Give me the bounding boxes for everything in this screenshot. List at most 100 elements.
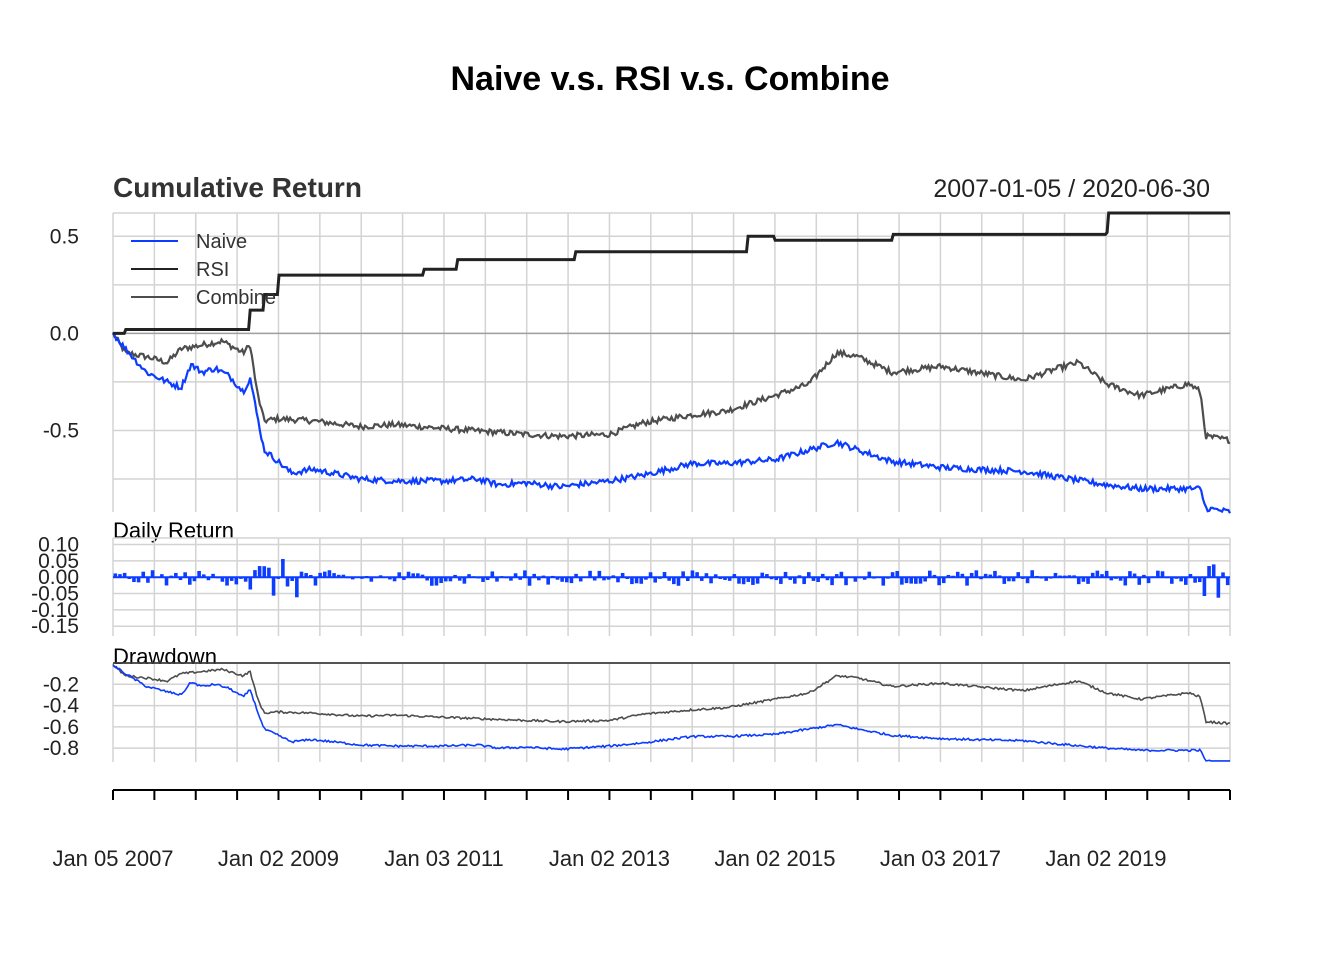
daily-return-bar (285, 577, 290, 587)
daily-return-bar (518, 577, 523, 580)
daily-return-bar (136, 577, 141, 583)
x-tick-label: Jan 03 2017 (880, 846, 1001, 871)
daily-return-bar (746, 577, 751, 582)
date-range: 2007-01-05 / 2020-06-30 (933, 175, 1210, 203)
daily-return-bar (1170, 577, 1174, 584)
x-tick-label: Jan 05 2007 (52, 846, 173, 871)
daily-return-bar (983, 573, 988, 578)
daily-return-bar (229, 577, 234, 581)
drawdown-line-combine (112, 663, 1230, 726)
daily-return-bar (555, 577, 560, 580)
daily-return-bar (779, 577, 783, 584)
daily-return-bar (932, 574, 937, 578)
daily-return-bar (914, 577, 918, 584)
daily-return-bar (834, 574, 839, 578)
daily-return-bar (904, 577, 909, 584)
x-tick-label: Jan 02 2019 (1045, 846, 1166, 871)
daily-return-bar (448, 577, 453, 582)
y-tick-label: 0.0 (50, 322, 79, 345)
daily-return-bar (1179, 577, 1183, 582)
x-tick-label: Jan 03 2011 (384, 846, 503, 871)
y-tick-label: -0.8 (43, 737, 79, 760)
daily-return-bar (816, 577, 820, 582)
y-tick-label: -0.4 (43, 695, 80, 718)
daily-return-bar (1090, 572, 1095, 578)
daily-return-bar (513, 573, 518, 578)
daily-return-bar (141, 571, 146, 578)
daily-return-bar (146, 577, 150, 583)
daily-return-bar (662, 572, 667, 578)
series-line-naive (112, 332, 1231, 514)
daily-return-bar (332, 573, 336, 578)
daily-return-bar (844, 577, 848, 586)
daily-return-bar (234, 577, 239, 585)
daily-return-bar (1109, 577, 1114, 581)
daily-return-bar (853, 577, 858, 582)
daily-return-bar (765, 574, 769, 578)
daily-return-bar (690, 570, 695, 578)
daily-return-bar (299, 571, 304, 578)
daily-return-bar (416, 573, 420, 578)
daily-return-bar (1160, 571, 1165, 578)
daily-return-bar (388, 577, 392, 580)
daily-return-bar (1137, 577, 1142, 585)
daily-return-bar (243, 577, 248, 582)
daily-return-bar (1030, 570, 1034, 578)
legend-label-rsi: RSI (196, 259, 229, 281)
daily-return-bar (709, 577, 713, 584)
daily-return-bar (495, 577, 499, 582)
daily-return-bar (211, 573, 215, 578)
y-tick-label: 0.10 (38, 534, 79, 557)
daily-return-bar (420, 574, 425, 578)
daily-return-bar (1132, 573, 1137, 578)
daily-return-bar (1197, 577, 1202, 583)
daily-return-bar (1207, 566, 1211, 578)
daily-return-bar (523, 570, 527, 578)
daily-return-bar (462, 577, 467, 584)
daily-return-bar (564, 577, 569, 583)
daily-return-bar (713, 574, 718, 578)
daily-return-bar (741, 577, 746, 585)
daily-return-bar (290, 577, 294, 581)
series-line-combine (111, 332, 1231, 445)
y-tick-label: 0.00 (38, 566, 79, 589)
daily-return-bar (918, 577, 923, 584)
daily-return-bar (993, 570, 997, 578)
daily-return-bar (1183, 577, 1188, 585)
daily-return-bar (597, 570, 602, 578)
daily-return-bar (350, 577, 355, 580)
daily-return-bar (616, 577, 620, 583)
daily-return-bar (1081, 577, 1086, 582)
daily-return-bar (909, 577, 913, 584)
x-tick-label: Jan 02 2009 (218, 846, 339, 871)
legend-label-combine: Combine (196, 287, 276, 309)
daily-return-bar (1193, 577, 1197, 583)
legend: Naive RSI Combine (131, 231, 276, 309)
daily-return-bar (327, 570, 332, 578)
daily-return-bar (560, 577, 564, 582)
daily-return-bar (546, 577, 550, 585)
daily-return-bar (941, 577, 946, 584)
daily-return-bar (392, 577, 397, 582)
daily-return-bar (262, 566, 267, 578)
daily-return-bar (1221, 572, 1225, 578)
daily-return-bar (806, 572, 811, 578)
daily-return-bar (113, 573, 118, 578)
daily-return-bar (1128, 571, 1132, 578)
y-tick-label: 0.05 (38, 550, 79, 573)
daily-return-bar (318, 572, 322, 578)
daily-return-bar (620, 572, 625, 578)
daily-return-bar (1146, 577, 1151, 584)
daily-return-bar (653, 577, 658, 583)
daily-return-bar (1225, 577, 1230, 586)
daily-return-bar (955, 571, 960, 578)
daily-return-bar (430, 577, 434, 586)
daily-return-bar (1002, 577, 1007, 584)
daily-return-bar (839, 571, 844, 578)
daily-return-bar (1044, 577, 1048, 581)
daily-return-bar (132, 577, 136, 583)
daily-return-bar (411, 573, 415, 578)
daily-return-bar (174, 572, 178, 578)
legend-label-naive: Naive (196, 231, 247, 253)
x-tick-label: Jan 02 2013 (549, 846, 670, 871)
